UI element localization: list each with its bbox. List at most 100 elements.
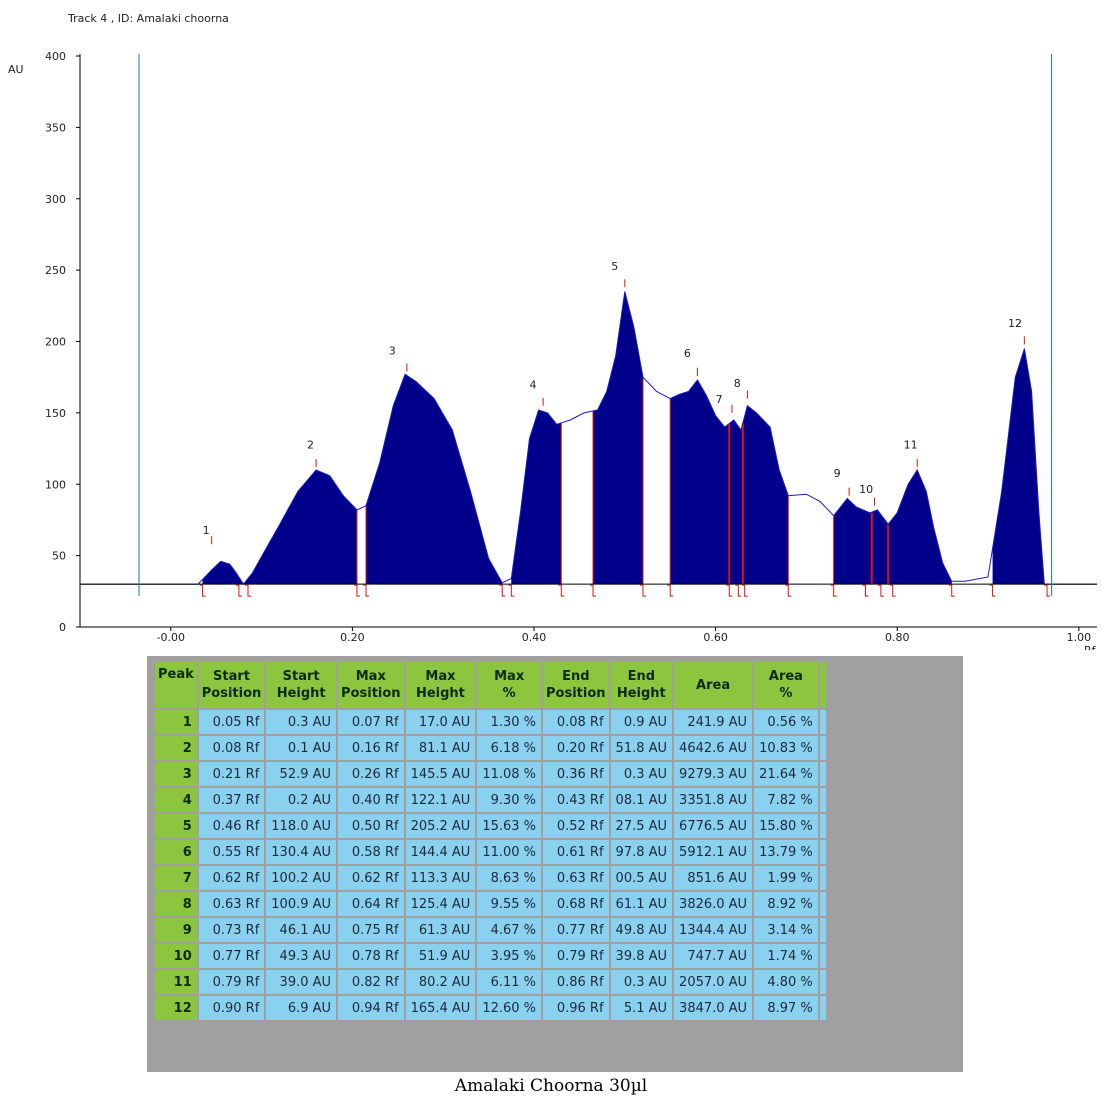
row-spacer (819, 788, 826, 812)
column-header: Peak (155, 662, 197, 708)
table-cell: 0.63 Rf (198, 892, 265, 916)
base-marker (862, 584, 869, 597)
table-cell: 6.11 % (477, 970, 542, 994)
y-tick-label: 400 (45, 50, 66, 63)
peak-number-cell: 5 (155, 814, 197, 838)
peak-area-10 (871, 509, 889, 585)
table-cell: 3847.0 AU (674, 996, 753, 1020)
table-cell: 0.3 AU (610, 970, 673, 994)
table-cell: 0.68 Rf (543, 892, 609, 916)
table-cell: 97.8 AU (610, 840, 673, 864)
table-header-row: Peak Start Position Start Height Max Position M… (155, 662, 826, 708)
base-marker (1044, 584, 1051, 597)
table-cell: 0.3 AU (266, 710, 337, 734)
table-cell: 747.7 AU (674, 944, 753, 968)
table-cell: 0.08 Rf (543, 710, 609, 734)
table-cell: 13.79 % (754, 840, 818, 864)
table-cell: 0.86 Rf (543, 970, 609, 994)
column-header: Max Position (338, 662, 404, 708)
table-cell: 122.1 AU (405, 788, 476, 812)
table-cell: 1344.4 AU (674, 918, 753, 942)
peak-number-label: 4 (529, 379, 536, 392)
table-cell: 0.9 AU (610, 710, 673, 734)
table-cell: 0.36 Rf (543, 762, 609, 786)
table-cell: 165.4 AU (405, 996, 476, 1020)
base-marker (948, 584, 955, 597)
table-cell: 0.79 Rf (198, 970, 265, 994)
base-marker (889, 584, 896, 597)
table-row: 3 0.21 Rf 52.9 AU 0.26 Rf 145.5 AU 11.08 % 0.3… (155, 762, 826, 786)
table-cell: 118.0 AU (266, 814, 337, 838)
column-header-line: Area (768, 669, 803, 684)
x-tick-label: 0.20 (340, 631, 365, 644)
table-cell: 0.77 Rf (543, 918, 609, 942)
table-cell: 0.62 Rf (338, 866, 404, 890)
table-cell: 0.52 Rf (543, 814, 609, 838)
x-tick-label: -0.00 (157, 631, 185, 644)
table-cell: 9.55 % (477, 892, 542, 916)
base-marker (830, 584, 837, 597)
application-front-lines (138, 54, 1053, 597)
table-cell: 0.96 Rf (543, 996, 609, 1020)
figure-caption: Amalaki Choorna 30µl (454, 1076, 648, 1096)
table-cell: 100.9 AU (266, 892, 337, 916)
base-marker (199, 584, 206, 597)
table-row: 7 0.62 Rf 100.2 AU 0.62 Rf 113.3 AU 8.63 % 0.6… (155, 866, 826, 890)
peak-area-1 (202, 561, 244, 585)
base-marker (508, 584, 515, 597)
table-cell: 21.64 % (754, 762, 818, 786)
table-cell: 0.20 Rf (543, 736, 609, 760)
table-cell: 0.90 Rf (198, 996, 265, 1020)
peak-area-9 (833, 498, 872, 585)
table-row: 1 0.05 Rf 0.3 AU 0.07 Rf 17.0 AU 1.30 % 0.08 R… (155, 710, 826, 734)
column-header-line: Max (425, 669, 456, 684)
column-header-line: % (779, 686, 793, 701)
column-header-line: Start (282, 669, 320, 684)
table-cell: 851.6 AU (674, 866, 753, 890)
base-marker (244, 584, 251, 597)
table-cell: 3826.0 AU (674, 892, 753, 916)
base-marker (235, 584, 242, 597)
peak-number-cell: 4 (155, 788, 197, 812)
table-cell: 12.60 % (477, 996, 542, 1020)
table-cell: 0.75 Rf (338, 918, 404, 942)
table-row: 2 0.08 Rf 0.1 AU 0.16 Rf 81.1 AU 6.18 % 0.20 R… (155, 736, 826, 760)
column-header-line: Max (355, 669, 386, 684)
peak-region-lines (356, 377, 890, 585)
peak-table-panel: Peak Start Position Start Height Max Position M… (147, 656, 963, 1072)
table-cell: 2057.0 AU (674, 970, 753, 994)
table-cell: 0.08 Rf (198, 736, 265, 760)
table-cell: 00.5 AU (610, 866, 673, 890)
table-cell: 145.5 AU (405, 762, 476, 786)
table-cell: 0.21 Rf (198, 762, 265, 786)
table-cell: 17.0 AU (405, 710, 476, 734)
column-header: Area (674, 662, 753, 708)
peak-number-label: 11 (904, 439, 918, 452)
densitogram-chart: Track 4 , ID: Amalaki choorna AU Rf 0 50 1… (8, 12, 1097, 650)
table-cell: 1.30 % (477, 710, 542, 734)
table-cell: 113.3 AU (405, 866, 476, 890)
table-cell: 15.63 % (477, 814, 542, 838)
column-header-line: Height (616, 686, 666, 701)
table-cell: 0.78 Rf (338, 944, 404, 968)
peak-number-label: 6 (684, 347, 691, 360)
row-spacer (819, 996, 826, 1020)
column-header-line: Position (341, 686, 401, 701)
table-cell: 27.5 AU (610, 814, 673, 838)
base-marker (353, 584, 360, 597)
table-cell: 3351.8 AU (674, 788, 753, 812)
peak-number-label: 2 (307, 439, 314, 452)
row-spacer (819, 840, 826, 864)
table-cell: 4642.6 AU (674, 736, 753, 760)
peak-area-11 (888, 470, 952, 585)
row-spacer (819, 892, 826, 916)
table-cell: 241.9 AU (674, 710, 753, 734)
column-header-line: Height (276, 686, 326, 701)
peak-number-cell: 9 (155, 918, 197, 942)
table-cell: 100.2 AU (266, 866, 337, 890)
table-row: 11 0.79 Rf 39.0 AU 0.82 Rf 80.2 AU 6.11 % 0.86… (155, 970, 826, 994)
peak-fill-areas (202, 291, 1048, 585)
column-header-line: Peak (158, 667, 194, 682)
table-cell: 0.05 Rf (198, 710, 265, 734)
row-spacer (819, 814, 826, 838)
